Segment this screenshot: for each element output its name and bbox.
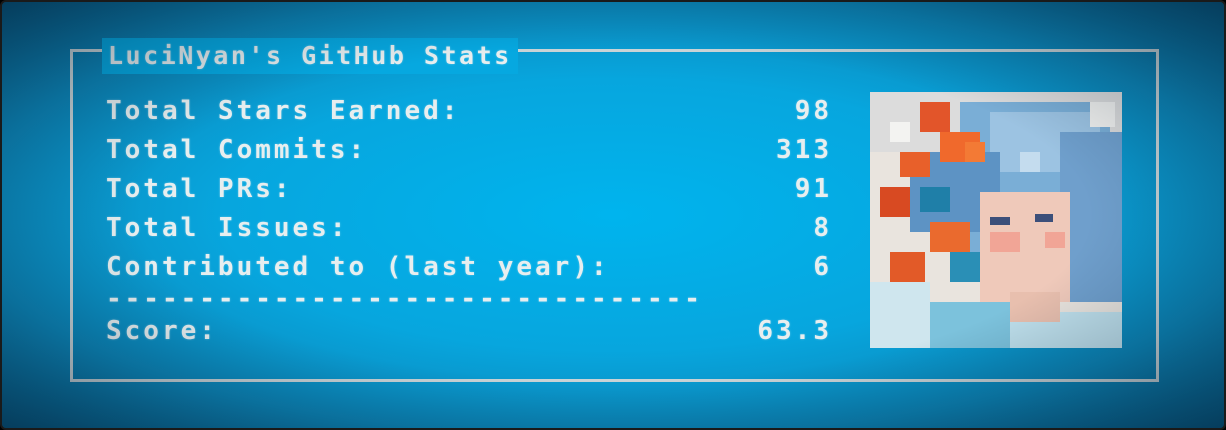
stat-label: Total Issues: (106, 213, 349, 243)
stat-label: Contributed to (last year): (106, 252, 610, 282)
score-value: 63.3 (757, 316, 832, 346)
stat-value: 6 (813, 252, 832, 282)
stat-row-contributed: Contributed to (last year): 6 (106, 248, 832, 287)
score-label: Score: (106, 316, 218, 346)
stats-list: Total Stars Earned: 98 Total Commits: 31… (106, 92, 832, 287)
score-row: Score: 63.3 (106, 312, 832, 351)
stat-value: 91 (794, 174, 832, 204)
stat-value: 313 (776, 135, 832, 165)
stat-row-stars: Total Stars Earned: 98 (106, 92, 832, 131)
stat-label: Total Stars Earned: (106, 96, 461, 126)
stat-row-prs: Total PRs: 91 (106, 170, 832, 209)
card-title: LuciNyan's GitHub Stats (102, 38, 518, 74)
pixel-art-avatar-icon (870, 92, 1122, 348)
stat-row-issues: Total Issues: 8 (106, 209, 832, 248)
stat-value: 8 (813, 213, 832, 243)
stat-row-commits: Total Commits: 313 (106, 131, 832, 170)
divider-line: -------------------------------- (106, 285, 703, 313)
stat-label: Total PRs: (106, 174, 293, 204)
stat-label: Total Commits: (106, 135, 368, 165)
stats-frame (70, 49, 1159, 382)
stat-value: 98 (794, 96, 832, 126)
